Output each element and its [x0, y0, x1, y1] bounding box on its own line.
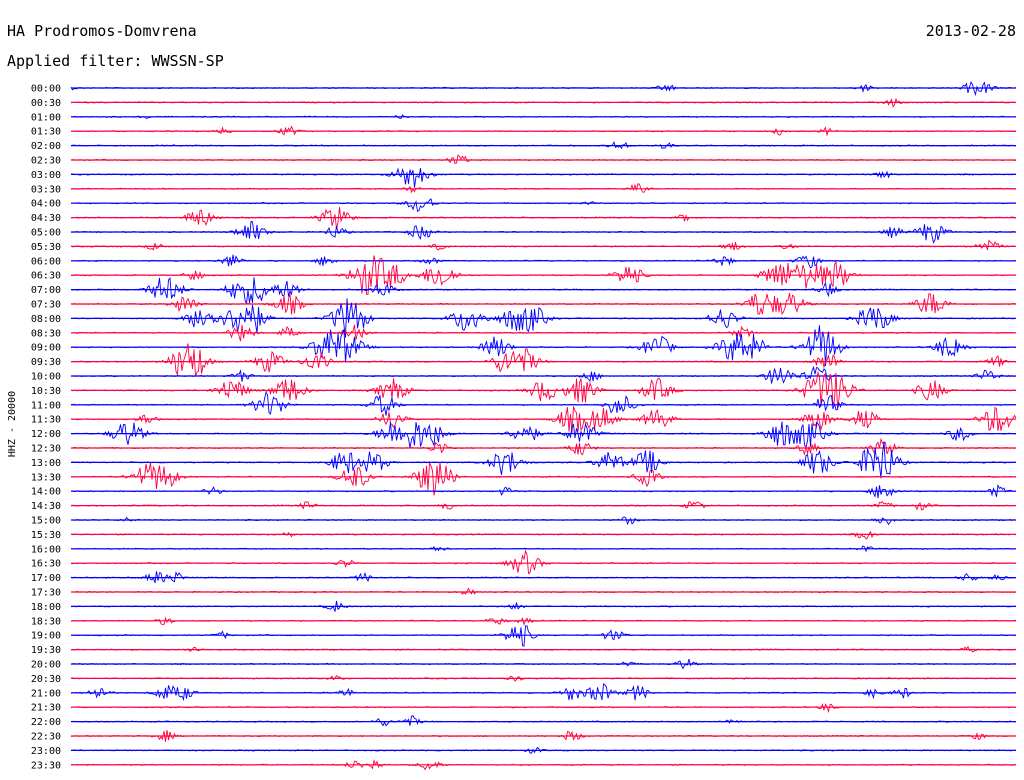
time-label-1200: 12:00	[31, 429, 61, 440]
time-label-group: 00:00 00:30 01:00 01:30 02:00 02:30 03:00 03:30…	[31, 84, 61, 772]
time-label-0500: 05:00	[31, 228, 61, 239]
time-label-0130: 01:30	[31, 127, 61, 138]
time-label-1130: 11:30	[31, 415, 61, 426]
trace-2200	[70, 715, 1017, 727]
time-label-1600: 16:00	[31, 544, 61, 555]
station-title: HA Prodromos-Domvrena	[7, 22, 197, 40]
time-label-2130: 21:30	[31, 703, 61, 714]
time-label-0800: 08:00	[31, 314, 61, 325]
trace-1730	[71, 587, 1017, 595]
time-label-1300: 13:00	[31, 458, 61, 469]
time-label-1630: 16:30	[31, 559, 61, 570]
time-label-1930: 19:30	[31, 645, 61, 656]
filter-label: Applied filter: WWSSN-SP	[7, 52, 224, 70]
time-label-0100: 01:00	[31, 112, 61, 123]
trace-0900	[70, 325, 1017, 367]
time-label-1100: 11:00	[31, 400, 61, 411]
time-label-1400: 14:00	[31, 487, 61, 498]
time-label-2030: 20:30	[31, 674, 61, 685]
time-label-1700: 17:00	[31, 573, 61, 584]
date-label: 2013-02-28	[926, 22, 1016, 40]
trace-1330	[70, 462, 1017, 496]
trace-1900	[70, 625, 1017, 648]
time-label-1730: 17:30	[31, 588, 61, 599]
trace-1000	[70, 365, 1017, 384]
time-label-1330: 13:30	[31, 472, 61, 483]
trace-1530	[70, 530, 1017, 540]
time-label-0430: 04:30	[31, 213, 61, 224]
trace-1230	[70, 437, 1017, 456]
time-label-0700: 07:00	[31, 285, 61, 296]
time-label-1830: 18:30	[31, 616, 61, 627]
time-label-0200: 02:00	[31, 141, 61, 152]
time-label-2200: 22:00	[31, 717, 61, 728]
trace-2100	[70, 683, 1017, 702]
trace-group	[70, 81, 1017, 771]
time-label-2330: 23:30	[31, 760, 61, 771]
time-label-0630: 06:30	[31, 271, 61, 282]
trace-2130	[70, 702, 1017, 714]
time-label-2000: 20:00	[31, 660, 61, 671]
trace-1100	[70, 391, 1017, 416]
trace-0800	[70, 298, 1017, 338]
trace-1630	[70, 549, 1017, 575]
time-label-2300: 23:00	[31, 746, 61, 757]
time-label-1030: 10:30	[31, 386, 61, 397]
trace-1200	[70, 421, 1017, 449]
trace-0930	[70, 343, 1017, 377]
trace-0400	[70, 198, 1017, 213]
trace-1300	[70, 441, 1017, 479]
trace-0300	[71, 167, 1017, 188]
time-label-0830: 08:30	[31, 328, 61, 339]
time-label-0300: 03:00	[31, 170, 61, 181]
time-label-0330: 03:30	[31, 184, 61, 195]
trace-0230	[70, 154, 1017, 164]
time-label-1800: 18:00	[31, 602, 61, 613]
time-label-2100: 21:00	[31, 688, 61, 699]
time-label-1430: 14:30	[31, 501, 61, 512]
trace-1500	[70, 516, 1017, 526]
time-label-1230: 12:30	[31, 444, 61, 455]
time-label-1900: 19:00	[31, 631, 61, 642]
time-label-1530: 15:30	[31, 530, 61, 541]
time-label-0400: 04:00	[31, 199, 61, 210]
time-label-2230: 22:30	[31, 732, 61, 743]
time-label-0030: 00:30	[31, 98, 61, 109]
time-label-1500: 15:00	[31, 516, 61, 527]
time-label-0000: 00:00	[31, 84, 61, 95]
time-label-0230: 02:30	[31, 156, 61, 167]
trace-0530	[70, 239, 1017, 251]
trace-0330	[70, 183, 1017, 194]
y-axis-label: HHZ - 20000	[7, 391, 18, 457]
time-label-0600: 06:00	[31, 256, 61, 267]
time-label-1000: 10:00	[31, 372, 61, 383]
time-label-0930: 09:30	[31, 357, 61, 368]
trace-0700	[70, 276, 1017, 304]
time-label-0530: 05:30	[31, 242, 61, 253]
time-label-0900: 09:00	[31, 343, 61, 354]
time-label-0730: 07:30	[31, 300, 61, 311]
